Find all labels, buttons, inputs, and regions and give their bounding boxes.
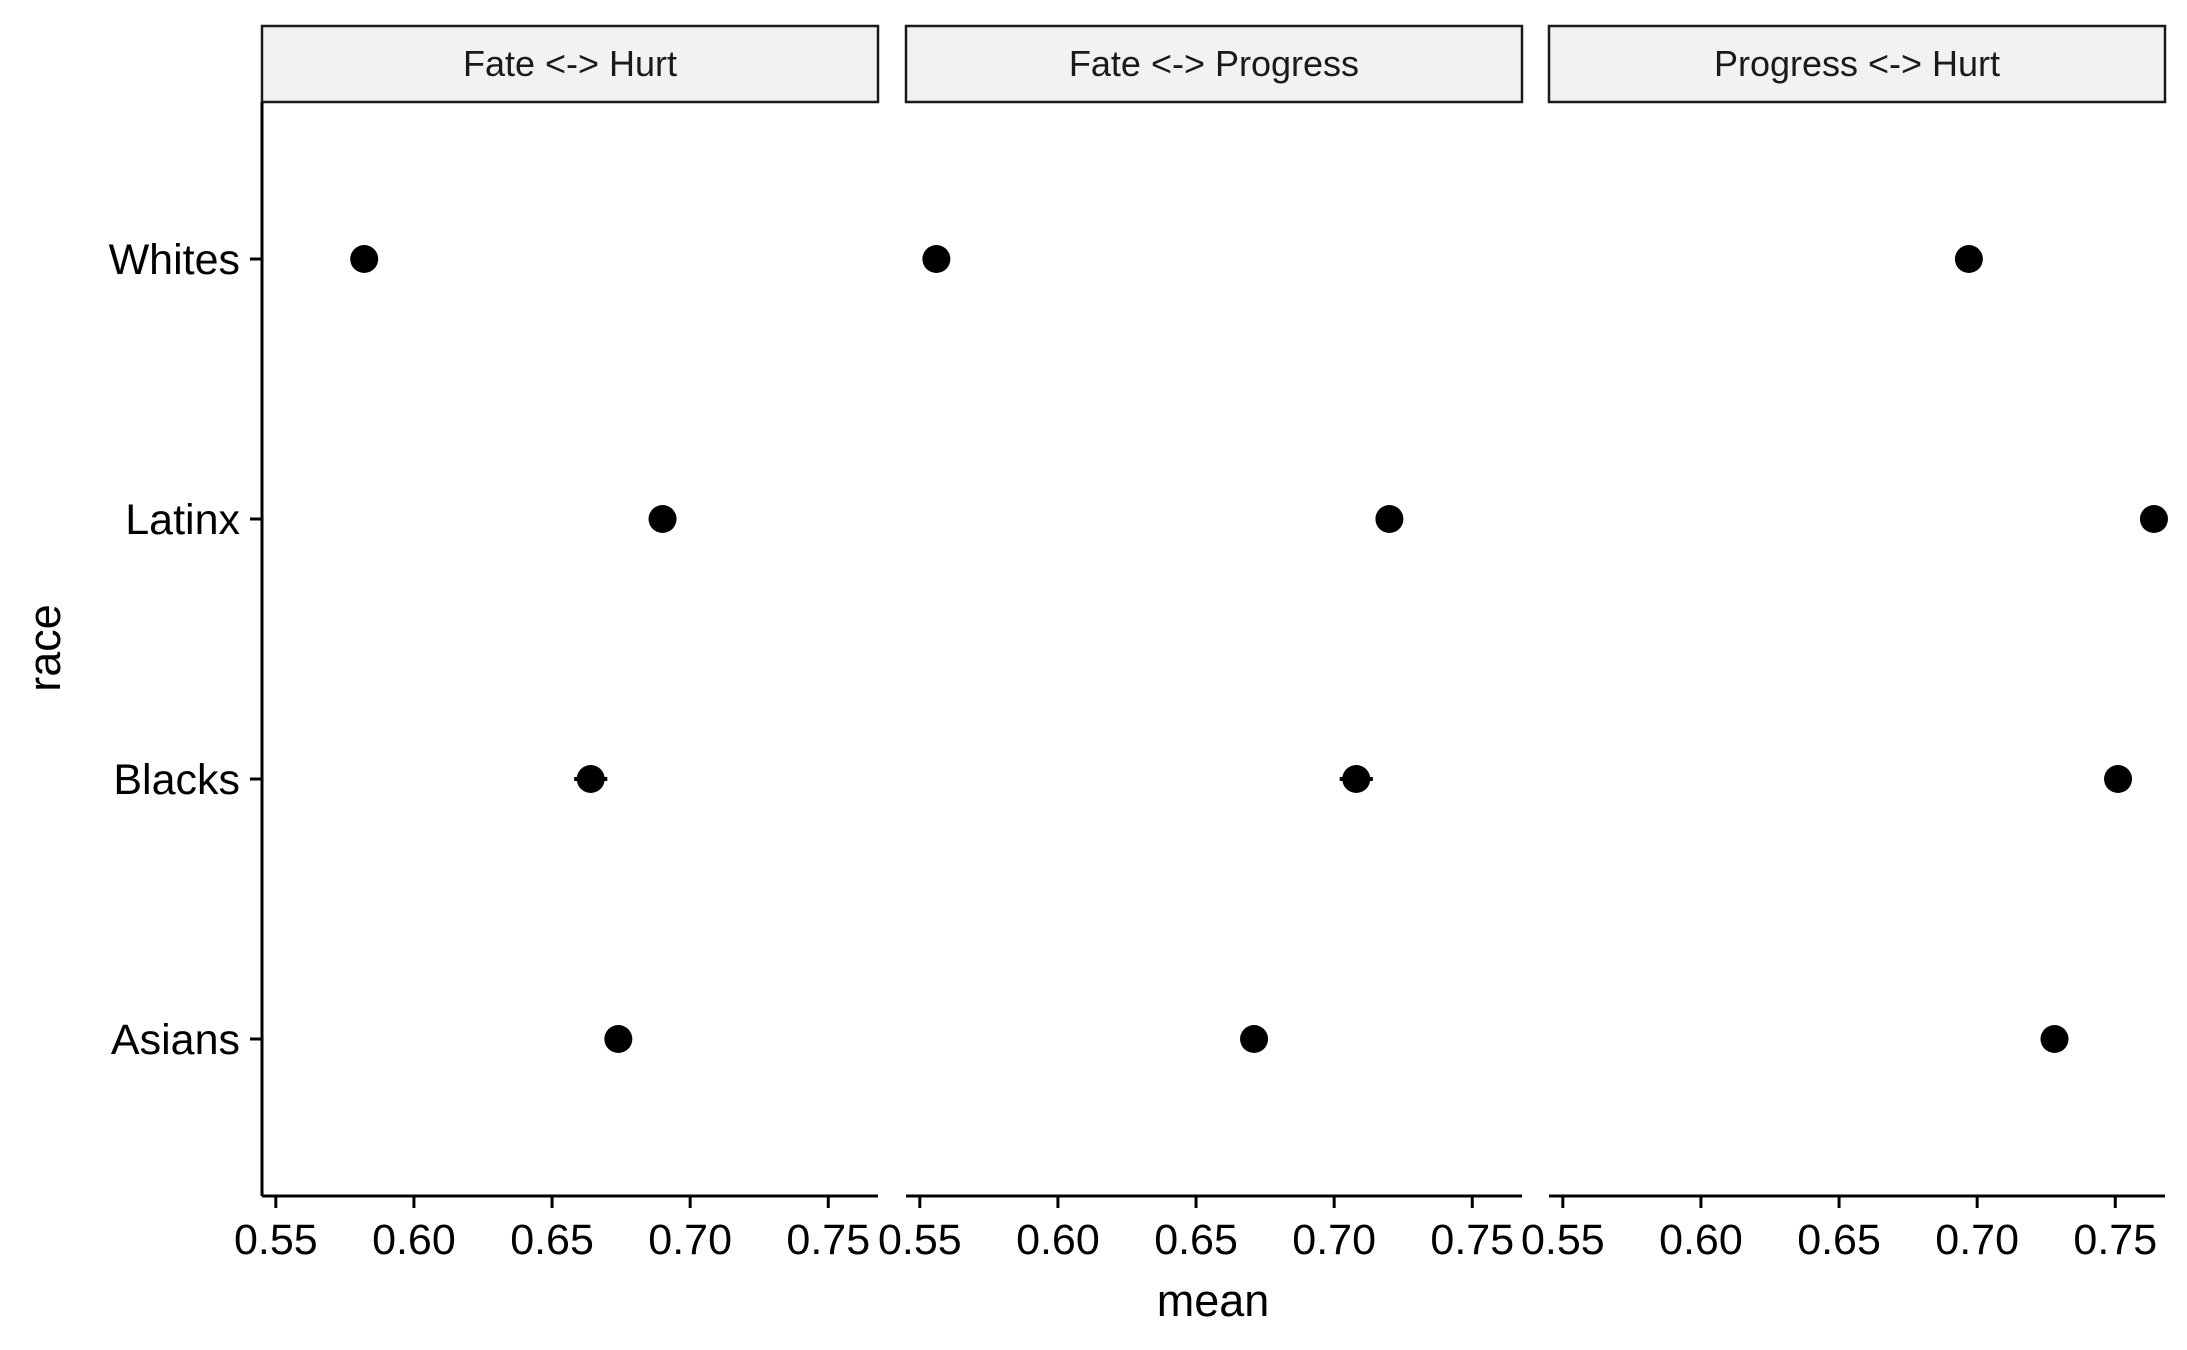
data-point-whites — [1954, 245, 1983, 273]
x-tick-label: 0.65 — [1154, 1216, 1238, 1264]
y-tick-label: Asians — [111, 1016, 240, 1064]
data-point-latinx — [1375, 505, 1404, 533]
x-tick-label: 0.70 — [1935, 1216, 2019, 1264]
x-axis-title: mean — [1157, 1275, 1270, 1326]
data-point-latinx — [648, 505, 677, 533]
panel-3: Progress <-> Hurt 0.55 0.60 0.65 0.70 0.75 — [1521, 24, 2168, 1264]
x-tick-label: 0.75 — [786, 1216, 870, 1264]
data-point-whites — [922, 245, 951, 273]
y-tick-label: Whites — [109, 236, 240, 284]
facet-strip — [904, 24, 1524, 104]
x-tick-label: 0.75 — [2073, 1216, 2157, 1264]
y-axis: Whites Latinx Blacks Asians — [109, 102, 264, 1196]
x-tick-label: 0.75 — [1430, 1216, 1514, 1264]
x-tick-label: 0.70 — [1292, 1216, 1376, 1264]
y-axis-title: race — [19, 604, 70, 692]
x-tick-label: 0.55 — [234, 1216, 318, 1264]
panel-2: Fate <-> Progress 0.55 0.60 0.65 0.70 0.75 — [878, 24, 1524, 1264]
x-tick-label: 0.70 — [648, 1216, 732, 1264]
facet-strip — [1547, 24, 2167, 104]
data-point-blacks — [576, 765, 605, 793]
data-point-asians — [1240, 1025, 1269, 1053]
panel-1: Fate <-> Hurt 0.55 0.60 0.65 0.70 0.75 — [234, 24, 880, 1264]
data-point-asians — [2040, 1025, 2069, 1053]
data-point-blacks — [2104, 765, 2133, 793]
x-tick-label: 0.65 — [510, 1216, 594, 1264]
x-tick-label: 0.60 — [1659, 1216, 1743, 1264]
x-tick-label: 0.60 — [1016, 1216, 1100, 1264]
x-tick-label: 0.55 — [1521, 1216, 1605, 1264]
x-tick-label: 0.55 — [878, 1216, 962, 1264]
y-tick-label: Latinx — [125, 496, 240, 544]
data-point-blacks — [1342, 765, 1371, 793]
facet-strip-label: Progress <-> Hurt — [1714, 43, 2000, 84]
facet-strip-label: Fate <-> Hurt — [463, 43, 677, 84]
data-point-whites — [350, 245, 379, 273]
facet-strip-label: Fate <-> Progress — [1069, 43, 1359, 84]
y-tick-label: Blacks — [113, 756, 240, 804]
data-point-asians — [604, 1025, 633, 1053]
x-tick-label: 0.65 — [1797, 1216, 1881, 1264]
x-tick-label: 0.60 — [372, 1216, 456, 1264]
data-point-latinx — [2139, 505, 2168, 533]
facet-strip — [260, 24, 880, 104]
